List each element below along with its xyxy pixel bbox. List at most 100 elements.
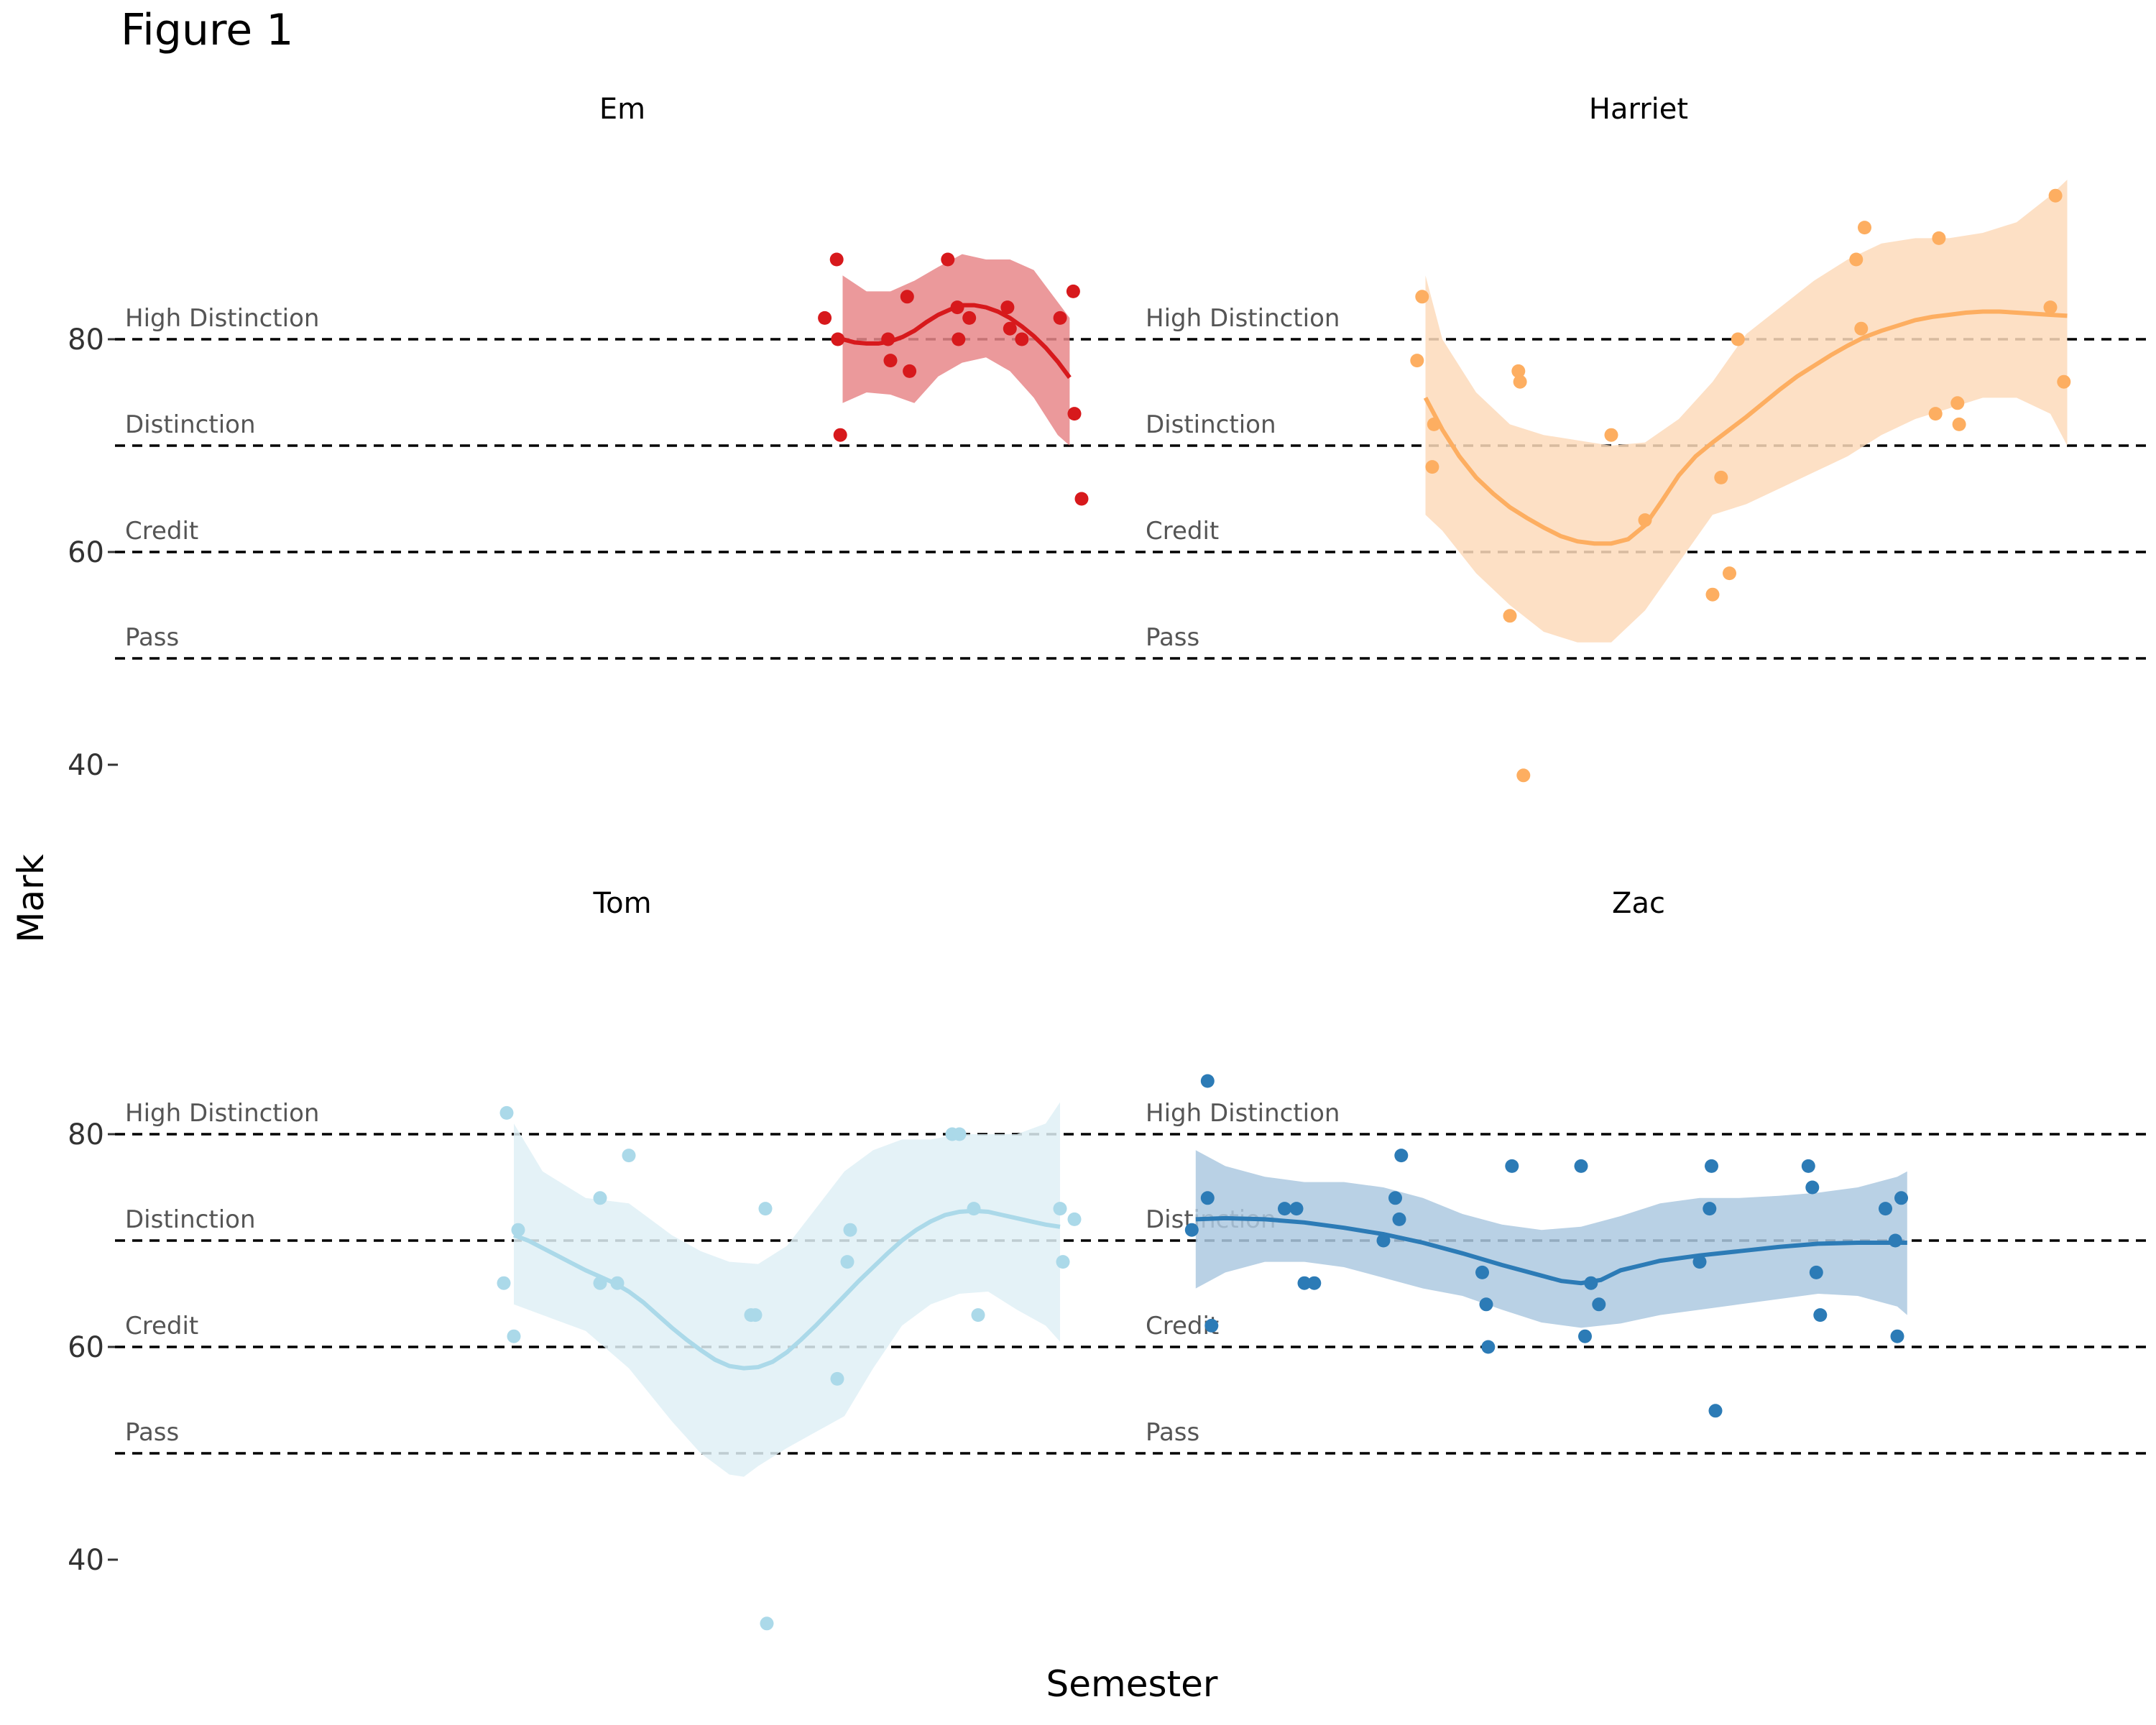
data-point-zac: [1475, 1265, 1489, 1279]
data-point-harriet: [1427, 417, 1441, 431]
data-point-zac: [1888, 1233, 1902, 1248]
facet-panel-harriet: Harriet High Distinction Distinction Credit…: [1135, 93, 2149, 783]
data-point-em: [1067, 407, 1082, 421]
data-point-tom: [760, 1616, 774, 1631]
data-point-zac: [1394, 1149, 1409, 1163]
facet-panel-tom: Tom 40 60 80 High Distinction Distinction Cred…: [68, 887, 1125, 1631]
confidence-band-tom: [514, 1102, 1060, 1477]
data-point-harriet: [2057, 374, 2071, 389]
reference-line-label: Distinction: [125, 1205, 256, 1234]
data-point-tom: [1053, 1202, 1067, 1216]
data-point-zac: [1809, 1265, 1823, 1279]
data-point-harriet: [2048, 188, 2063, 203]
data-point-zac: [1200, 1074, 1215, 1088]
data-point-tom: [622, 1149, 636, 1163]
data-point-zac: [1894, 1191, 1908, 1205]
data-point-harriet: [1511, 364, 1526, 378]
y-tick-label: 40: [68, 1544, 104, 1577]
data-point-zac: [1388, 1191, 1402, 1205]
data-point-harriet: [1723, 566, 1736, 581]
data-point-harriet: [1731, 332, 1745, 346]
y-tick-label: 40: [68, 749, 104, 782]
data-point-tom: [952, 1127, 967, 1141]
data-point-em: [883, 354, 898, 368]
data-point-tom: [830, 1371, 844, 1386]
data-point-em: [1000, 300, 1015, 315]
data-point-harriet: [1714, 470, 1728, 484]
data-point-em: [962, 310, 977, 325]
data-point-zac: [1578, 1329, 1592, 1343]
reference-line-label: High Distinction: [1146, 304, 1340, 333]
trend-line-harriet: [1423, 309, 2068, 546]
data-point-zac: [1813, 1308, 1828, 1322]
data-point-zac: [1705, 1159, 1718, 1173]
data-point-em: [833, 428, 847, 442]
data-point-em: [903, 364, 917, 378]
data-point-tom: [507, 1329, 521, 1343]
data-point-em: [1015, 332, 1029, 346]
data-point-harriet: [1950, 396, 1965, 410]
data-point-tom: [843, 1223, 857, 1237]
data-point-zac: [1703, 1202, 1717, 1216]
facet-title-harriet: Harriet: [1589, 93, 1688, 126]
data-point-zac: [1708, 1404, 1723, 1418]
data-point-zac: [1392, 1212, 1406, 1226]
y-tick-label: 60: [68, 1331, 104, 1364]
data-point-tom: [1067, 1212, 1082, 1226]
reference-line-label: Pass: [125, 623, 179, 652]
data-point-zac: [1376, 1233, 1391, 1248]
data-point-tom: [840, 1255, 854, 1269]
data-point-em: [881, 332, 895, 346]
data-point-harriet: [1604, 428, 1618, 442]
data-point-tom: [1056, 1255, 1070, 1269]
facet-title-zac: Zac: [1612, 887, 1665, 920]
figure-title: Figure 1: [121, 5, 293, 55]
data-point-tom: [593, 1191, 607, 1205]
data-point-zac: [1890, 1329, 1904, 1343]
data-point-em: [1074, 492, 1089, 506]
data-point-harriet: [1638, 513, 1652, 528]
data-point-tom: [511, 1223, 525, 1237]
data-point-zac: [1200, 1191, 1215, 1205]
data-point-zac: [1574, 1159, 1588, 1173]
trend-line-zac: [1195, 1215, 1907, 1286]
data-point-tom: [758, 1202, 773, 1216]
data-point-tom: [971, 1308, 985, 1322]
data-point-harriet: [1415, 290, 1429, 304]
data-point-zac: [1184, 1223, 1199, 1237]
data-point-zac: [1805, 1180, 1820, 1195]
reference-line-label: High Distinction: [1146, 1099, 1340, 1128]
data-point-zac: [1584, 1276, 1598, 1290]
data-point-tom: [967, 1202, 981, 1216]
data-point-harriet: [1928, 407, 1943, 421]
reference-line-label: Distinction: [125, 410, 256, 439]
data-point-zac: [1307, 1276, 1322, 1290]
confidence-band-zac: [1195, 1150, 1907, 1328]
data-point-em: [1066, 284, 1080, 298]
reference-line-label: Pass: [1146, 1418, 1199, 1447]
data-point-em: [941, 252, 955, 267]
data-point-tom: [499, 1105, 514, 1120]
data-point-tom: [748, 1308, 763, 1322]
data-point-em: [1003, 321, 1017, 336]
data-point-em: [818, 310, 832, 325]
confidence-band-em: [842, 254, 1070, 446]
data-point-em: [829, 252, 844, 267]
data-point-em: [900, 290, 914, 304]
data-point-harriet: [1513, 374, 1527, 389]
data-point-zac: [1879, 1202, 1892, 1216]
data-point-em: [950, 300, 964, 315]
data-point-harriet: [1932, 231, 1946, 245]
data-point-zac: [1505, 1159, 1519, 1173]
data-point-harriet: [1849, 252, 1864, 267]
reference-line-label: High Distinction: [125, 1099, 319, 1128]
y-tick-label: 80: [68, 1118, 104, 1151]
data-point-zac: [1278, 1202, 1291, 1216]
data-point-zac: [1479, 1297, 1493, 1312]
reference-line-label: Pass: [125, 1418, 179, 1447]
data-point-tom: [497, 1276, 511, 1290]
reference-line-label: Distinction: [1146, 410, 1276, 439]
data-point-em: [1053, 310, 1067, 325]
